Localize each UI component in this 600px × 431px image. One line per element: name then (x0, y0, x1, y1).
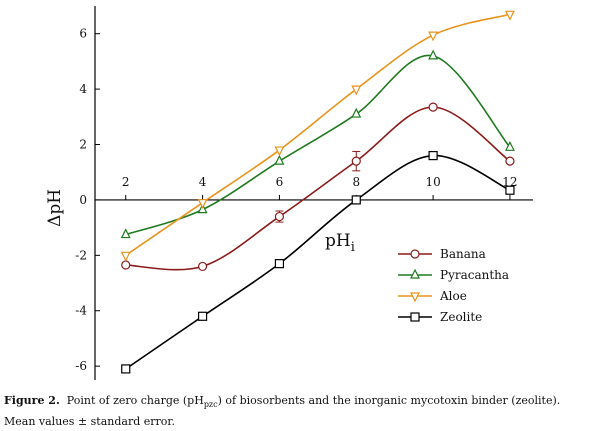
x-axis-title: pHi (325, 231, 355, 255)
data-point-zeolite (428, 151, 438, 161)
data-point-aloe (504, 10, 515, 21)
data-point-zeolite (351, 195, 361, 205)
legend-label: Banana (440, 247, 486, 261)
y-tick-label: -6 (75, 359, 87, 373)
legend-item-banana: Banana (398, 247, 486, 261)
caption-line-2: Mean values ± standard error. (4, 415, 175, 429)
data-point-banana (197, 261, 208, 272)
legend-label: Pyracantha (440, 268, 509, 282)
caption-label: Figure 2. (4, 394, 60, 407)
data-point-banana (351, 156, 361, 166)
legend-item-aloe: Aloe (398, 289, 467, 303)
legend-label: Zeolite (440, 310, 482, 324)
caption-text-2: ) of biosorbents and the inorganic mycot… (217, 394, 561, 407)
data-point-zeolite (505, 185, 515, 195)
data-point-pyracantha (428, 49, 439, 60)
y-axis-title: ΔpH (45, 189, 65, 227)
data-point-zeolite (197, 311, 208, 321)
data-point-aloe (197, 199, 208, 210)
x-tick-label: 2 (122, 175, 130, 189)
y-tick-label: 4 (79, 82, 87, 96)
x-tick-label: 8 (352, 175, 360, 189)
data-point-aloe (274, 146, 285, 157)
y-tick-label: -4 (75, 304, 87, 318)
legend-marker (410, 312, 420, 322)
x-axis-title-main: pH (325, 231, 351, 251)
series-zeolite (121, 151, 515, 374)
data-point-banana (274, 211, 285, 222)
x-axis-title-subscript: i (351, 240, 355, 255)
series-line-aloe (125, 13, 511, 256)
series-pyracantha (120, 49, 515, 239)
caption-line-1: Figure 2. Point of zero charge (pHpzc) o… (4, 392, 598, 413)
series-banana (121, 102, 515, 272)
series-line-zeolite (125, 154, 511, 370)
x-tick-label: 6 (276, 175, 284, 189)
series-layer (120, 10, 515, 374)
chart: -6 -4 -2 0 2 4 6 2 4 6 8 10 12 Banana Pyracantha Aloe Z… (45, 6, 533, 380)
series-aloe (120, 10, 515, 262)
data-point-aloe (120, 251, 131, 262)
data-point-aloe (428, 31, 439, 42)
caption-text-1: Point of zero charge (pH (66, 394, 204, 407)
x-tick-label: 12 (502, 175, 517, 189)
data-point-pyracantha (504, 140, 515, 151)
x-tick-label: 4 (199, 175, 207, 189)
y-tick-label: 0 (79, 193, 87, 207)
legend: Banana Pyracantha Aloe Zeolite (398, 247, 509, 324)
data-point-pyracantha (274, 154, 285, 165)
axes: -6 -4 -2 0 2 4 6 2 4 6 8 10 12 (75, 6, 533, 380)
legend-marker (410, 268, 420, 279)
data-point-zeolite (274, 259, 285, 269)
legend-marker (410, 292, 420, 303)
y-tick-label: 6 (79, 27, 87, 41)
data-point-pyracantha (120, 228, 131, 239)
figure-caption: Figure 2. Point of zero charge (pHpzc) o… (4, 392, 598, 430)
caption-subscript: pzc (203, 400, 218, 410)
data-point-aloe (351, 85, 362, 96)
legend-item-zeolite: Zeolite (398, 310, 482, 324)
series-line-pyracantha (125, 54, 511, 236)
x-tick-label: 10 (425, 175, 440, 189)
legend-marker (410, 249, 420, 259)
data-point-banana (121, 260, 131, 270)
data-point-banana (505, 156, 515, 166)
legend-item-pyracantha: Pyracantha (398, 268, 509, 282)
data-point-pyracantha (351, 107, 362, 118)
legend-label: Aloe (439, 289, 467, 303)
data-point-banana (428, 102, 438, 112)
series-line-banana (125, 106, 511, 271)
y-tick-label: -2 (75, 248, 87, 262)
y-tick-label: 2 (79, 138, 87, 152)
data-point-zeolite (121, 364, 131, 374)
